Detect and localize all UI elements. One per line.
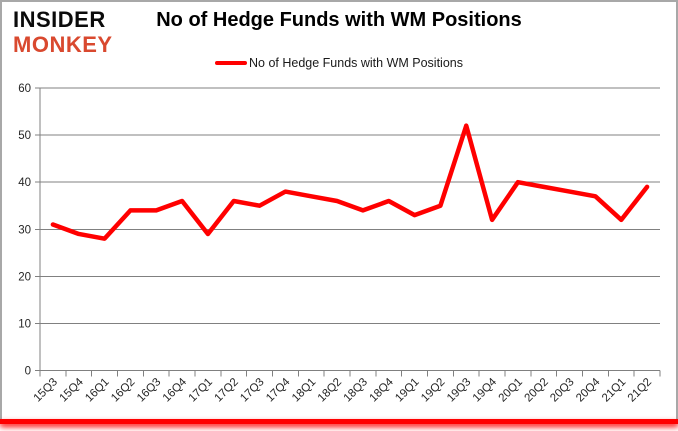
x-axis-label: 17Q3 — [238, 376, 266, 404]
chart-title: No of Hedge Funds with WM Positions — [156, 9, 522, 31]
x-axis-label: 18Q2 — [316, 376, 344, 404]
x-axis-label: 16Q1 — [83, 376, 111, 404]
x-axis-label: 20Q2 — [522, 376, 550, 404]
x-axis-label: 21Q1 — [600, 376, 628, 404]
x-axis-label: 20Q3 — [548, 376, 576, 404]
legend-label: No of Hedge Funds with WM Positions — [249, 56, 463, 70]
y-axis-label: 30 — [18, 224, 31, 236]
x-axis-label: 17Q2 — [212, 376, 240, 404]
x-axis-label: 15Q4 — [57, 376, 86, 405]
x-axis-label: 17Q1 — [187, 376, 215, 404]
y-axis-label: 0 — [25, 366, 31, 378]
y-axis-label: 60 — [18, 83, 31, 95]
x-axis-label: 16Q4 — [161, 376, 190, 405]
legend-line-marker — [215, 61, 247, 65]
y-axis-label: 10 — [18, 318, 31, 330]
x-axis-label: 20Q4 — [574, 376, 603, 405]
x-axis-label: 18Q4 — [367, 376, 396, 405]
x-axis-label: 18Q1 — [290, 376, 318, 404]
y-axis-label: 20 — [18, 271, 31, 283]
insider-monkey-logo: INSIDER MONKEY — [13, 9, 113, 56]
y-axis-label: 50 — [18, 130, 31, 142]
x-axis-label: 21Q2 — [626, 376, 654, 404]
x-axis-label: 19Q4 — [471, 376, 500, 405]
x-axis-label: 17Q4 — [264, 376, 293, 405]
x-axis-label: 16Q3 — [135, 376, 163, 404]
x-axis-label: 19Q1 — [393, 376, 421, 404]
x-axis-label: 20Q1 — [497, 376, 525, 404]
y-axis-label: 40 — [18, 177, 31, 189]
series-line — [50, 123, 650, 241]
bottom-red-accent-bar — [0, 419, 678, 424]
x-axis-label: 19Q2 — [419, 376, 447, 404]
x-axis-label: 16Q2 — [109, 376, 137, 404]
x-axis-label: 18Q3 — [342, 376, 370, 404]
logo-insider-text: INSIDER — [13, 7, 106, 32]
logo-monkey-text: MONKEY — [13, 32, 113, 57]
legend: No of Hedge Funds with WM Positions — [0, 55, 678, 71]
x-axis-label: 19Q3 — [445, 376, 473, 404]
x-axis-label: 15Q3 — [32, 376, 60, 404]
